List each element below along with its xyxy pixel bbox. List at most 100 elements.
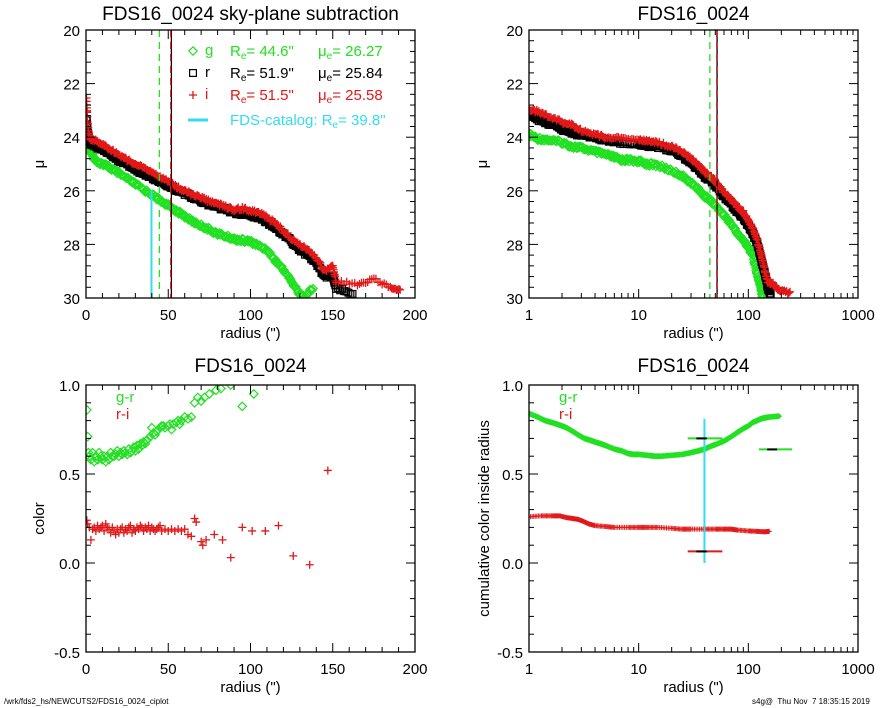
legend: g-rr-i: [116, 389, 134, 423]
legend-band-r: r: [205, 64, 210, 81]
data-point: [100, 456, 111, 467]
x-tick-label: 100: [736, 307, 761, 324]
legend-band-g: g: [205, 42, 213, 59]
data-point: [107, 451, 118, 462]
data-point: [543, 135, 554, 146]
data-point: [238, 523, 247, 532]
chart-panel-profile_linear: FDS16_0024 sky-plane subtraction 0 50 100 15…: [31, 4, 428, 342]
plot-frame: [528, 384, 859, 653]
legend-mu-i: μe= 25.58: [318, 87, 383, 106]
y-tick-label: 26: [506, 184, 523, 201]
data-point: [237, 401, 248, 412]
data-point: [166, 424, 177, 435]
data-point: [396, 285, 405, 294]
data-point: [182, 413, 194, 424]
series-i: [86, 94, 405, 294]
y-tick-label: 30: [506, 291, 523, 308]
data-point: [218, 535, 227, 544]
data-point: [99, 451, 110, 462]
x-tick-label: 1: [525, 661, 533, 678]
y-tick-label: 30: [63, 291, 80, 308]
data-point: [355, 279, 364, 288]
data-point: [95, 451, 106, 462]
data-point: [225, 385, 236, 391]
data-point: [189, 68, 198, 77]
data-point: [124, 523, 133, 532]
x-tick-label: 0: [82, 307, 90, 324]
data-point: [719, 209, 730, 220]
plot-frame: [528, 29, 859, 299]
data-point: [315, 257, 324, 266]
y-tick-label: 26: [63, 184, 80, 201]
data-point: [336, 286, 345, 295]
y-tick-label: 0.0: [502, 556, 523, 573]
y-tick-label: 28: [506, 237, 523, 254]
data-point: [248, 526, 257, 535]
data-point: [145, 431, 156, 442]
chart-title: FDS16_0024 sky-plane subtraction: [102, 4, 399, 25]
y-tick-label: 0.5: [502, 467, 523, 484]
data-point: [226, 553, 235, 562]
data-point: [133, 444, 144, 455]
data-point: [196, 395, 207, 407]
legend-re-r: Re= 51.9": [230, 65, 294, 84]
chart-panel-cumulative_color_log: FDS16_0024 1 10 100 1000 1.0 0.5 0.0 -0.5 radius …: [476, 356, 875, 696]
y-tick-label: 0.5: [59, 467, 80, 484]
y-axis-label: μ: [474, 160, 491, 169]
x-axis-label: radius ("): [663, 679, 723, 696]
data-point: [204, 388, 215, 399]
x-tick-label: 150: [320, 661, 345, 678]
x-axis-label: radius ("): [220, 325, 280, 342]
data-point: [86, 431, 93, 442]
data-point: [113, 451, 124, 462]
chart-title: FDS16_0024: [195, 356, 307, 377]
x-tick-label: 200: [402, 661, 427, 678]
legend: g-rr-i: [559, 389, 577, 423]
data-point: [136, 440, 147, 451]
y-axis-label: cumulative color inside radius: [476, 420, 493, 617]
data-point: [394, 284, 403, 293]
data-point: [192, 518, 201, 527]
legend: g Re= 44.6" μe= 26.27 r Re= 51.9" μe= 25.84 i R…: [187, 42, 386, 131]
data-point: [758, 293, 768, 298]
y-axis-label: μ: [31, 160, 48, 169]
legend-mu-g: μe= 26.27: [318, 43, 383, 62]
data-point: [284, 273, 296, 284]
plot-area: [86, 385, 332, 569]
chart-title: FDS16_0024: [638, 4, 750, 25]
data-point: [86, 447, 94, 458]
data-point: [316, 258, 325, 267]
data-point: [587, 145, 598, 156]
y-axis-label: color: [31, 502, 48, 535]
series-g: [529, 127, 768, 298]
data-point: [86, 535, 95, 544]
x-axis-label: radius ("): [663, 325, 723, 342]
data-point: [766, 528, 772, 534]
x-tick-label: 1000: [841, 661, 874, 678]
data-point: [136, 521, 145, 530]
y-tick-label: 22: [63, 77, 80, 94]
y-tick-label: 24: [63, 130, 80, 147]
legend-band-i: i: [205, 86, 208, 103]
series-g-r: [86, 385, 259, 467]
x-tick-label: 50: [160, 661, 177, 678]
y-tick-label: 1.0: [59, 378, 80, 395]
data-point: [786, 287, 795, 296]
data-point: [261, 526, 270, 535]
series-i: [529, 104, 795, 298]
plot-area: [86, 94, 405, 298]
data-point: [186, 411, 197, 423]
x-tick-label: 1000: [841, 307, 874, 324]
chart-panel-color_linear: FDS16_0024 0 50 100 150 200 1.0 0.5 0.0 -0.5 radiu…: [31, 356, 428, 696]
data-point: [289, 551, 298, 560]
data-point: [187, 45, 199, 57]
data-point: [775, 413, 783, 420]
data-point: [774, 413, 781, 420]
x-tick-label: 100: [736, 661, 761, 678]
data-point: [276, 261, 287, 272]
series-g-r: [529, 410, 783, 460]
data-point: [305, 560, 314, 569]
x-tick-label: 10: [630, 661, 647, 678]
data-point: [86, 519, 92, 528]
data-point: [130, 445, 141, 456]
